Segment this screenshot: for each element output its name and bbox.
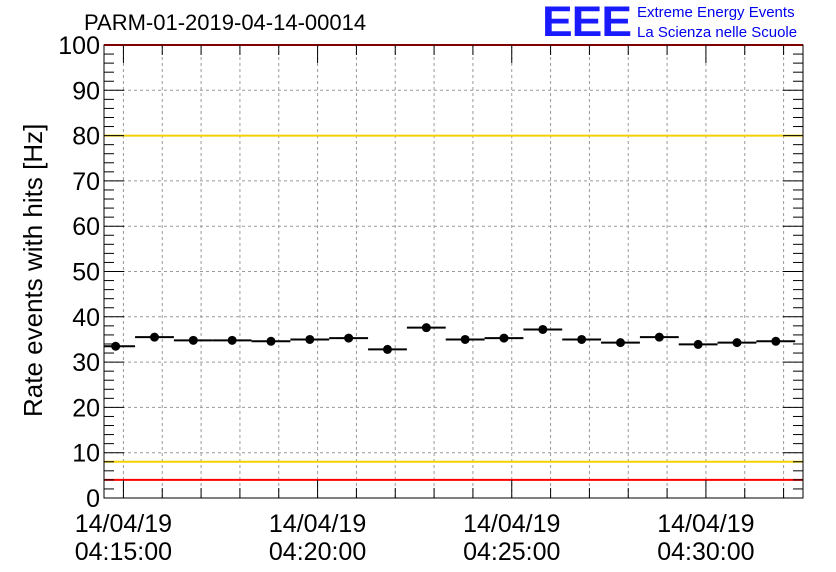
- y-tick-label: 100: [58, 32, 100, 60]
- data-point: [771, 336, 781, 346]
- data-point: [693, 339, 703, 349]
- reference-lines: [104, 44, 803, 481]
- data-point: [188, 335, 198, 345]
- data-point: [382, 344, 392, 354]
- data-point: [227, 335, 237, 345]
- data-point: [538, 324, 548, 334]
- data-point: [615, 338, 625, 348]
- data-point: [421, 323, 431, 333]
- x-tick-label-time: 04:25:00: [463, 538, 560, 566]
- data-point: [149, 332, 159, 342]
- x-tick-label-date: 14/04/19: [269, 510, 366, 538]
- data-point: [111, 341, 121, 351]
- x-tick-label-date: 14/04/19: [657, 510, 754, 538]
- logo-line-2: La Scienza nelle Scuole: [637, 24, 798, 41]
- y-tick-label: 60: [72, 213, 100, 241]
- y-tick-label: 10: [72, 440, 100, 468]
- data-point: [344, 333, 354, 343]
- grid-layer: [104, 45, 803, 498]
- data-point: [305, 334, 315, 344]
- y-tick-label: 90: [72, 77, 100, 105]
- data-points: [104, 323, 796, 354]
- plot-frame: [103, 44, 804, 499]
- y-tick-label: 70: [72, 168, 100, 196]
- data-point: [460, 334, 470, 344]
- y-tick-label: 30: [72, 349, 100, 377]
- data-point: [654, 332, 664, 342]
- y-tick-label: 40: [72, 304, 100, 332]
- y-tick-label: 80: [72, 123, 100, 151]
- y-tick-label: 0: [86, 485, 100, 513]
- logo-line-1: Extreme Energy Events: [637, 4, 795, 21]
- x-tick-label-date: 14/04/19: [75, 510, 172, 538]
- chart-title: PARM-01-2019-04-14-00014: [84, 10, 367, 35]
- y-tick-label: 50: [72, 259, 100, 287]
- x-tick-label-time: 04:30:00: [657, 538, 754, 566]
- y-tick-label: 20: [72, 394, 100, 422]
- x-tick-label-time: 04:15:00: [75, 538, 172, 566]
- data-point: [577, 334, 587, 344]
- tick-labels: 010203040506070809010014/04/1904:15:0014…: [58, 32, 754, 566]
- data-point: [266, 336, 276, 346]
- data-point: [499, 333, 509, 343]
- x-tick-label-date: 14/04/19: [463, 510, 560, 538]
- eee-logo: EEE: [542, 0, 632, 46]
- x-tick-label-time: 04:20:00: [269, 538, 366, 566]
- data-point: [732, 338, 742, 348]
